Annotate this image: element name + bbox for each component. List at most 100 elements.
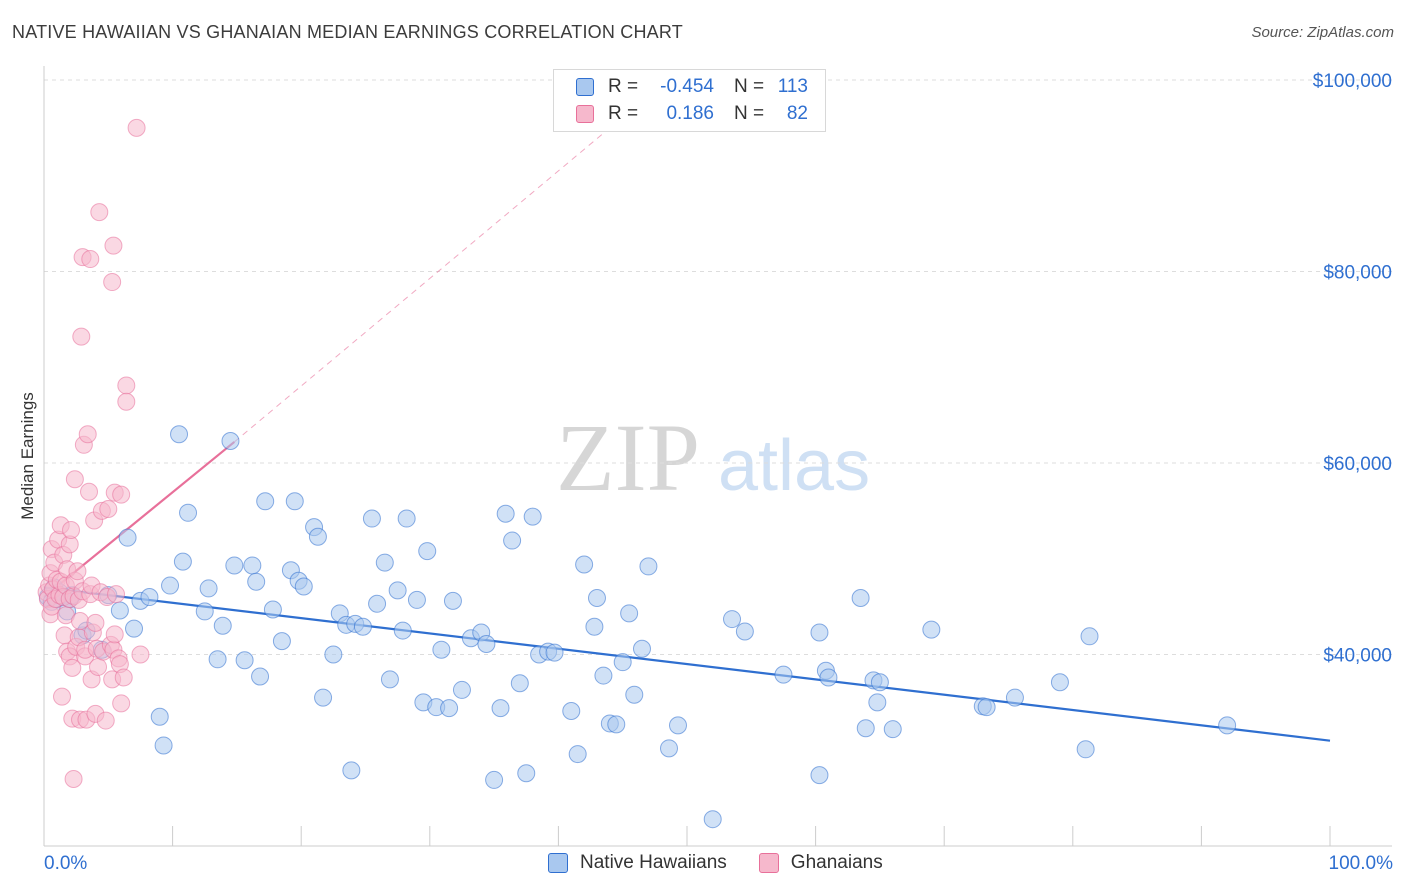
native-hawaiian-point [774, 665, 793, 684]
native-hawaiian-point [173, 552, 192, 571]
native-hawaiian-point [440, 699, 459, 718]
legend-row-ghanaians: R = 0.186 N = 82 [576, 102, 808, 126]
native-hawaiian-point [510, 674, 529, 693]
native-hawaiian-point [235, 651, 254, 670]
native-hawaiian-point [225, 556, 244, 575]
native-hawaiian-point [585, 617, 604, 636]
data-points [37, 118, 1237, 829]
native-hawaiian-point [443, 591, 462, 610]
native-hawaiian-point [1076, 740, 1095, 759]
native-hawaiian-point [397, 509, 416, 528]
y-tick-label: $100,000 [1313, 71, 1392, 92]
native-hawaiian-point [161, 576, 180, 595]
x-tick-label: 0.0% [44, 853, 87, 874]
native-hawaiian-point [208, 650, 227, 669]
ghanaian-point [53, 687, 72, 706]
watermark: ZIP atlas [556, 404, 870, 511]
n-value: 82 [786, 103, 808, 124]
ghanaian-point [62, 521, 81, 540]
native-hawaiian-point [922, 620, 941, 639]
y-tick-label: $40,000 [1323, 646, 1392, 667]
ghanaian-point [104, 236, 123, 255]
native-hawaiian-point [668, 716, 687, 735]
native-hawaiian-point [477, 634, 496, 653]
ghanaian-point [131, 645, 150, 664]
ghanaian-point [89, 657, 108, 676]
legend-item-ghanaians[interactable]: Ghanaians [758, 852, 883, 874]
ghanaian-point [72, 327, 91, 346]
native-hawaiian-point [179, 503, 198, 522]
native-hawaiian-point [659, 739, 678, 758]
native-hawaiian-point [723, 610, 742, 629]
native-hawaiian-point [368, 594, 387, 613]
native-hawaiian-point [625, 685, 644, 704]
ghanaian-point [99, 499, 118, 518]
ghanaian-point [68, 562, 87, 581]
ghanaian-point [117, 376, 136, 395]
ghanaian-point [63, 658, 82, 677]
native-hawaiian-point [810, 766, 829, 785]
watermark-atlas: atlas [718, 426, 870, 506]
y-tick-label: $60,000 [1323, 454, 1392, 475]
native-hawaiian-point [452, 680, 471, 699]
native-hawaiian-point [125, 619, 144, 638]
blue-swatch-icon [576, 78, 594, 96]
native-hawaiian-point [118, 528, 137, 547]
native-hawaiian-point [213, 616, 232, 635]
native-hawaiian-point [587, 589, 606, 608]
source-label: Source: ZipAtlas.com [1251, 24, 1394, 41]
ghanaian-point [117, 392, 136, 411]
native-hawaiian-point [110, 601, 129, 620]
native-hawaiian-point [607, 715, 626, 734]
native-hawaiian-point [256, 492, 275, 511]
series-legend: Native Hawaiians Ghanaians [548, 852, 915, 874]
native-hawaiian-point [308, 527, 327, 546]
native-hawaiian-point [883, 720, 902, 739]
tick-labels: $40,000 $60,000 $80,000 $100,000 0.0% 100.0% [44, 71, 1393, 874]
pink-swatch-icon [576, 105, 594, 123]
native-hawaiian-point [620, 604, 639, 623]
native-hawaiian-point [195, 602, 214, 621]
native-hawaiian-point [517, 764, 536, 783]
r-label: R = [608, 103, 639, 124]
native-hawaiian-point [324, 645, 343, 664]
native-hawaiian-point [418, 542, 437, 561]
native-hawaiian-point [362, 509, 381, 528]
legend-item-native-hawaiians[interactable]: Native Hawaiians [548, 852, 727, 874]
legend-label: Ghanaians [790, 852, 883, 873]
native-hawaiian-point [810, 623, 829, 642]
blue-swatch-icon [548, 853, 568, 873]
native-hawaiian-point [1080, 627, 1099, 646]
native-hawaiian-point [375, 553, 394, 572]
native-hawaiian-point [491, 699, 510, 718]
legend-label: Native Hawaiians [580, 852, 727, 873]
native-hawaiian-trend-line [43, 586, 1331, 742]
n-value: 113 [777, 76, 808, 97]
native-hawaiian-point [251, 667, 270, 686]
native-hawaiian-point [868, 693, 887, 712]
ghanaian-point [96, 711, 115, 730]
native-hawaiian-point [503, 531, 522, 550]
native-hawaiian-point [243, 556, 262, 575]
ghanaian-point [112, 485, 131, 504]
native-hawaiian-point [639, 557, 658, 576]
legend-row-native-hawaiians: R = -0.454 N = 113 [576, 75, 808, 99]
native-hawaiian-point [263, 600, 282, 619]
watermark-zip: ZIP [556, 404, 700, 511]
native-hawaiian-point [294, 577, 313, 596]
native-hawaiian-point [735, 622, 754, 641]
native-hawaiian-point [247, 572, 266, 591]
native-hawaiian-point [632, 639, 651, 658]
native-hawaiian-point [432, 640, 451, 659]
native-hawaiian-point [150, 707, 169, 726]
native-hawaiian-point [1218, 716, 1237, 735]
ghanaian-point [81, 250, 100, 269]
ghanaian-point [103, 273, 122, 292]
ghanaian-trend-extension [234, 127, 611, 443]
native-hawaiian-point [272, 632, 291, 651]
native-hawaiian-point [407, 590, 426, 609]
correlation-legend: R = -0.454 N = 113 R = 0.186 N = 82 [553, 69, 826, 132]
native-hawaiian-point [393, 621, 412, 640]
ghanaian-point [114, 668, 133, 687]
native-hawaiian-point [1005, 688, 1024, 707]
